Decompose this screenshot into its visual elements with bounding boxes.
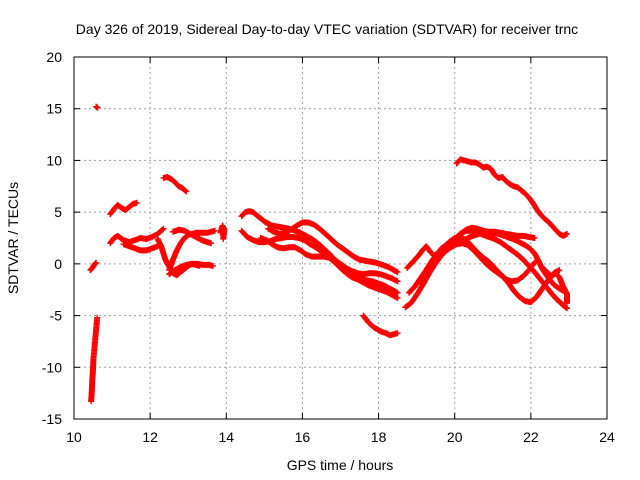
series-s6: [120, 241, 161, 254]
series-markers: [541, 266, 570, 307]
series-s16: [265, 219, 401, 276]
series-s2: [87, 259, 100, 274]
series-markers: [88, 314, 101, 405]
series-markers: [166, 260, 216, 278]
y-tick-label: -5: [50, 308, 63, 324]
series-s15: [257, 235, 401, 301]
series-markers: [120, 241, 161, 254]
x-tick-label: 22: [523, 429, 539, 445]
series-markers: [453, 156, 570, 239]
series-markers: [107, 199, 140, 218]
series-markers: [451, 224, 538, 243]
series-markers: [265, 219, 401, 276]
series-markers: [406, 234, 540, 296]
series-markers: [93, 103, 101, 111]
y-axis-title: SDTVAR / TECUs: [5, 182, 21, 294]
data-points: [87, 103, 570, 405]
y-tick-label: -15: [42, 411, 62, 427]
plot-frame: [73, 56, 608, 420]
series-s11: [169, 226, 215, 247]
series-markers: [87, 259, 100, 274]
series-s1: [88, 314, 101, 405]
series-s20: [406, 234, 540, 296]
x-tick-label: 20: [447, 429, 463, 445]
y-tick-label: 15: [46, 101, 62, 117]
y-tick-label: -10: [42, 359, 62, 375]
series-markers: [238, 208, 401, 285]
series-s3: [93, 103, 101, 111]
series-s13: [238, 208, 401, 285]
series-s24: [541, 266, 570, 307]
y-tick-label: 0: [54, 256, 62, 272]
x-tick-label: 10: [66, 429, 82, 445]
series-s7: [160, 174, 190, 195]
series-markers: [360, 312, 401, 339]
y-tick-label: 20: [46, 49, 62, 65]
series-markers: [217, 222, 228, 242]
y-tick-label: 10: [46, 152, 62, 168]
series-markers: [107, 225, 167, 247]
series-markers: [160, 174, 190, 195]
series-s10: [166, 260, 216, 278]
series-s4: [107, 199, 140, 218]
series-s22: [451, 224, 538, 243]
y-tick-label: 5: [54, 204, 62, 220]
x-tick-label: 16: [295, 429, 311, 445]
series-markers: [169, 226, 215, 247]
axes: 10 12 14 16 18 20 22 24 -15 -10 -5 0 5 10 15 20: [42, 49, 615, 445]
x-axis-title: GPS time / hours: [287, 457, 394, 473]
series-s5: [107, 225, 167, 247]
chart-title: Day 326 of 2019, Sidereal Day-to-day VTE…: [76, 21, 578, 37]
series-s12: [217, 222, 228, 242]
x-tick-label: 14: [218, 429, 234, 445]
x-tick-label: 12: [142, 429, 158, 445]
series-markers: [257, 235, 401, 301]
series-s23: [453, 156, 570, 239]
x-tick-label: 18: [371, 429, 387, 445]
series-s17: [360, 312, 401, 339]
x-tick-label: 24: [599, 429, 615, 445]
